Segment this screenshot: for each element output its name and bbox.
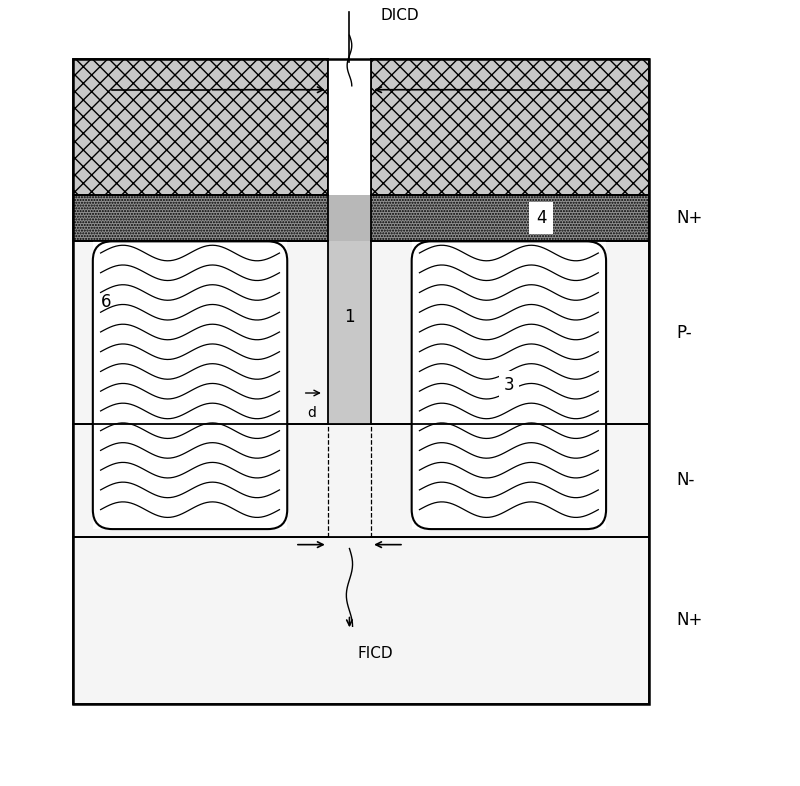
Bar: [328, 195, 371, 241]
Bar: [74, 59, 328, 195]
Bar: [74, 195, 649, 241]
Bar: [74, 59, 649, 704]
Text: P-: P-: [676, 324, 692, 342]
Bar: [328, 59, 371, 424]
Bar: [328, 241, 371, 424]
Bar: [328, 59, 371, 195]
Text: 6: 6: [101, 292, 111, 310]
Text: 3: 3: [503, 376, 514, 395]
Text: 4: 4: [536, 209, 546, 227]
Text: N+: N+: [676, 209, 702, 227]
Bar: [412, 241, 606, 529]
Bar: [74, 241, 649, 424]
Bar: [93, 241, 287, 529]
Text: FICD: FICD: [358, 646, 393, 661]
Text: 1: 1: [344, 308, 354, 326]
Bar: [371, 59, 649, 195]
Text: d: d: [307, 406, 316, 421]
Bar: [74, 424, 649, 537]
Bar: [74, 537, 649, 704]
Text: N-: N-: [676, 472, 694, 490]
Text: DICD: DICD: [381, 9, 419, 24]
Text: N+: N+: [676, 612, 702, 630]
